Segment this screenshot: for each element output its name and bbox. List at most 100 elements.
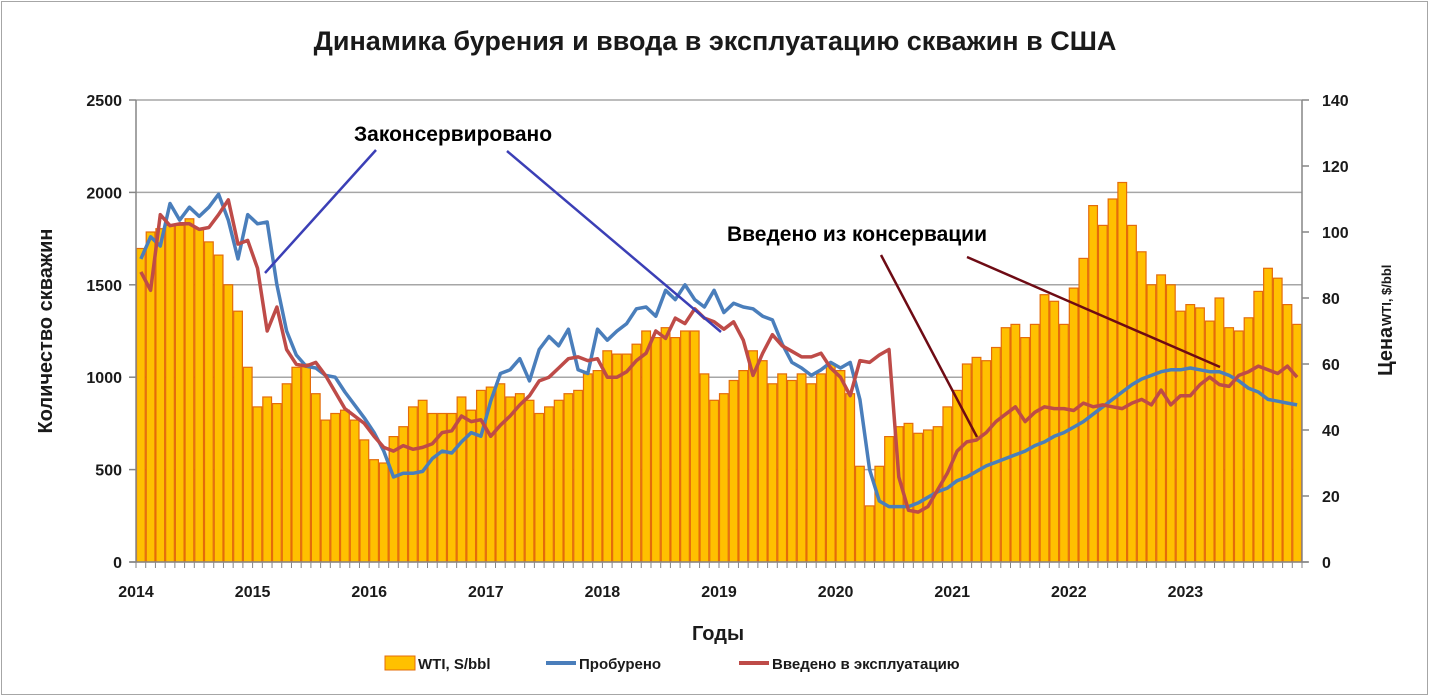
wti-bar [1195, 307, 1205, 563]
wti-bar [1010, 323, 1021, 563]
wti-bar [777, 373, 788, 563]
wti-bar [854, 465, 865, 563]
wti-bar [252, 406, 263, 563]
right-tick-labels: 0 20 40 60 80 100 120 140 [1322, 93, 1349, 572]
y-tick-label-left: 0 [113, 555, 122, 572]
wti-bar [981, 360, 992, 563]
wti-bar [301, 363, 311, 563]
annotation-reactivated-pointer-2 [966, 255, 1221, 369]
wti-bar [369, 459, 380, 563]
x-tick-label: 2017 [468, 584, 504, 601]
completed-line [139, 198, 1299, 514]
wti-bars [135, 181, 1303, 563]
wti-bar [689, 330, 700, 563]
wti-bar [845, 393, 856, 563]
wti-bar [699, 373, 710, 563]
wti-bar [1272, 277, 1283, 563]
wti-bar [864, 505, 875, 563]
legend-swatch-wti [384, 655, 416, 671]
y-tick-label-left: 1500 [86, 278, 122, 295]
x-tick-label: 2021 [934, 584, 970, 601]
wti-bar [903, 422, 914, 563]
wti-bar [349, 419, 360, 563]
wti-bar [1126, 224, 1137, 563]
wti-bar [738, 370, 749, 563]
annotation-reactivated-pointer-1 [879, 254, 979, 438]
y-axis-right-title-unit: WTI, $/bbl [1379, 265, 1394, 326]
y-tick-label-right: 60 [1322, 357, 1340, 374]
series-lines [139, 192, 1299, 514]
wti-bar [320, 419, 331, 563]
chart-title: Динамика бурения и ввода в эксплуатацию … [314, 26, 1117, 56]
wti-bar [1165, 284, 1176, 563]
legend-label-completed: Введено в эксплуатацию [772, 656, 960, 673]
wti-bar [806, 383, 817, 563]
wti-bar [757, 360, 768, 563]
wti-bar [621, 353, 632, 563]
y-tick-label-right: 40 [1322, 423, 1340, 440]
wti-bar [1136, 251, 1147, 563]
wti-bar [427, 412, 438, 563]
wti-bar [475, 389, 486, 563]
wti-bar [786, 379, 797, 563]
wti-bar [543, 406, 554, 563]
wti-bar [165, 224, 175, 563]
wti-bar [194, 228, 205, 563]
wti-bar [1117, 181, 1128, 563]
wti-bar [709, 399, 720, 563]
y-axis-right-title: Цена WTI, $/bbl [1375, 265, 1397, 376]
wti-bar [1088, 205, 1099, 563]
wti-bar [670, 337, 681, 563]
wti-bar [407, 406, 418, 563]
wti-bar [1233, 330, 1244, 563]
wti-bar [1282, 304, 1293, 563]
y-tick-label-right: 0 [1322, 555, 1331, 572]
wti-bar [660, 327, 671, 563]
x-tick-label: 2023 [1168, 584, 1204, 601]
wti-bar [330, 412, 341, 563]
wti-bar [281, 383, 292, 563]
x-tick-label: 2016 [351, 584, 387, 601]
y-tick-label-right: 80 [1322, 291, 1340, 308]
wti-bar [446, 412, 457, 563]
annotation-reactivated: Введено из консервации [727, 223, 987, 246]
wti-bar [612, 353, 622, 563]
y-tick-label-left: 2000 [86, 185, 122, 202]
annotation-mothballed: Законсервировано [354, 123, 552, 146]
wti-bar [1000, 327, 1011, 563]
wti-bar [835, 370, 846, 563]
wti-bar [1049, 300, 1060, 563]
wti-bar [748, 350, 758, 563]
wti-bar [1224, 327, 1235, 563]
wti-bar [563, 393, 574, 563]
y-tick-label-right: 20 [1322, 489, 1340, 506]
wti-bar [495, 383, 506, 563]
y-tick-label-right: 140 [1322, 93, 1349, 110]
x-tick-label: 2019 [701, 584, 737, 601]
x-tick-label: 2022 [1051, 584, 1087, 601]
wti-bar [1107, 198, 1118, 563]
y-tick-label-left: 1000 [86, 370, 122, 387]
wti-bar [1058, 323, 1069, 563]
annotation-mothballed-pointer-1 [264, 149, 377, 274]
wti-bar [1214, 297, 1225, 563]
wti-bar [524, 399, 535, 563]
wti-bar [1292, 323, 1303, 563]
wti-bar [378, 462, 389, 563]
wti-bar [825, 363, 836, 563]
wti-bar [1097, 224, 1108, 563]
wti-bar [874, 465, 885, 563]
wti-bar [388, 436, 399, 563]
legend-label-wti: WTI, S/bbl [418, 656, 491, 673]
y-tick-label-right: 120 [1322, 159, 1349, 176]
wti-bar [1253, 290, 1264, 563]
wti-bar [1185, 304, 1196, 563]
wti-bar [1146, 284, 1157, 563]
wti-bar [1078, 257, 1089, 563]
wti-bar [184, 218, 195, 563]
y-axis-left-title: Количество скважин [35, 229, 57, 434]
wti-bar [291, 366, 302, 563]
wti-bar [174, 224, 185, 563]
wti-bar [573, 389, 584, 563]
